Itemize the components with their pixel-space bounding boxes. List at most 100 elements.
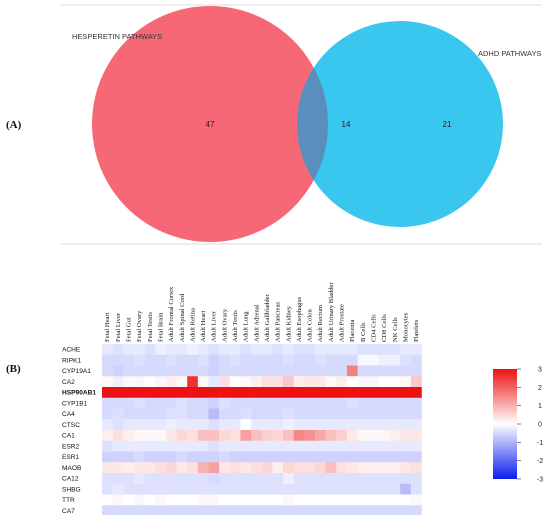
heatmap-cell [176,430,188,442]
heatmap-cell [229,365,241,377]
heatmap-cell [133,494,145,506]
heatmap-cell [325,440,337,452]
venn-circle-adhd [297,21,503,227]
heatmap-column-label: Placenta [349,320,356,342]
heatmap-cell [229,494,241,506]
heatmap-cell [219,365,231,377]
heatmap-cell [410,473,422,485]
heatmap-cell [410,505,422,515]
venn-count-only-a: 47 [206,120,215,129]
heatmap-cell [346,440,358,452]
heatmap-cell [251,462,263,474]
heatmap-cell [219,376,231,388]
heatmap-cell [123,462,135,474]
heatmap-cell [346,408,358,420]
heatmap-cell [208,451,220,463]
heatmap-cell [272,473,284,485]
heatmap-cell [112,494,124,506]
heatmap-cell [197,462,209,474]
heatmap-cell [176,473,188,485]
heatmap-cell [155,483,167,495]
heatmap-cell [272,408,284,420]
heatmap-cell [346,451,358,463]
heatmap-cell [325,483,337,495]
heatmap-cell [165,408,177,420]
heatmap-cell [400,387,412,399]
heatmap-cell [165,419,177,431]
heatmap-cell [272,430,284,442]
heatmap-cell [389,376,401,388]
heatmap-cell [229,344,241,356]
heatmap-cell [336,451,348,463]
heatmap-cell [410,494,422,506]
heatmap-cell [229,451,241,463]
heatmap-cell [251,494,263,506]
heatmap-cell [304,483,316,495]
heatmap-cell [315,344,326,356]
colorbar: 3 2 1 0 -1 -2 -3 [493,367,543,484]
heatmap-cell [123,387,135,399]
heatmap-cell [378,494,390,506]
heatmap-cell [261,505,273,515]
heatmap-row-label: TTR [62,497,75,504]
heatmap-cell [176,440,188,452]
heatmap-cell [283,473,294,485]
heatmap-cell [102,344,113,356]
heatmap-cell [219,505,231,515]
colorbar-ticks: 3 2 1 0 -1 -2 -3 [517,367,543,484]
heatmap-cell [357,387,369,399]
heatmap-cell [208,440,220,452]
heatmap-cell [229,376,241,388]
panel-a-label: (A) [6,119,22,131]
heatmap-cell [325,494,337,506]
heatmap-cell [315,494,326,506]
heatmap-cell [229,354,241,366]
heatmap-cell [176,365,188,377]
heatmap-cell [378,397,390,409]
heatmap-cell [240,494,252,506]
heatmap-cell [368,462,380,474]
heatmap-cell [357,451,369,463]
heatmap-column-label: Monocytes [402,312,409,342]
heatmap-column-label: Adult Kidney [285,305,292,342]
venn-set-a-label: HESPERETIN PATHWAYS [72,32,162,41]
heatmap-cell [389,365,401,377]
heatmap-cell [261,462,273,474]
heatmap-cell [219,397,231,409]
heatmap-cell [400,344,412,356]
heatmap-cell [336,387,348,399]
venn-diagram: HESPERETIN PATHWAYS ADHD PATHWAYS 47 14 … [72,6,541,242]
heatmap-cell [155,505,167,515]
heatmap-cell [378,365,390,377]
heatmap-cell [315,440,326,452]
venn-intersection [297,67,329,181]
heatmap-cell [293,376,305,388]
heatmap-column-label: B Cells [360,322,367,342]
heatmap-column-label: Adult Heart [200,311,207,342]
heatmap-cell [176,387,188,399]
heatmap-cell [197,505,209,515]
heatmap-cell [102,494,113,506]
heatmap-cell [144,440,156,452]
heatmap-cell [208,365,220,377]
heatmap-cell [357,408,369,420]
heatmap-cell [315,408,326,420]
heatmap-cell [357,344,369,356]
heatmap-cell [102,451,113,463]
heatmap-column-label: Adult Prostate [339,304,346,342]
heatmap-column-label: Fetal Liver [115,312,122,342]
heatmap-cell [325,387,337,399]
heatmap-cell [315,419,326,431]
heatmap-cell [346,365,358,377]
heatmap-row-label: CA1 [62,433,75,440]
heatmap-cell [315,483,326,495]
heatmap-cell [229,397,241,409]
heatmap-cell [378,451,390,463]
heatmap-cell [208,462,220,474]
heatmap-cell [112,440,124,452]
heatmap-cell [219,419,231,431]
heatmap-cell [400,473,412,485]
heatmap-cell [389,408,401,420]
heatmap-cell [283,408,294,420]
